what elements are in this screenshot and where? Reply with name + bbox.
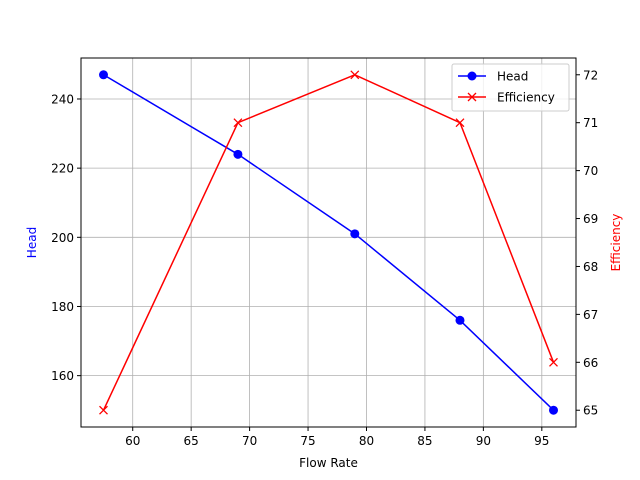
data-point-marker <box>99 70 108 80</box>
y2-tick-label: 65 <box>583 404 598 418</box>
legend-label: Efficiency <box>497 91 555 105</box>
x-tick-label: 75 <box>300 434 315 448</box>
series-head <box>99 70 558 415</box>
x-tick-label: 80 <box>359 434 374 448</box>
legend: Head Efficiency <box>451 63 570 112</box>
y2-tick-label: 70 <box>583 164 598 178</box>
data-point-marker <box>350 229 360 239</box>
data-point-marker <box>99 405 108 415</box>
y-tick-label: 200 <box>51 231 74 245</box>
series-layer <box>99 70 558 415</box>
data-point-marker <box>350 70 360 80</box>
legend-item-head: Head <box>458 70 528 84</box>
y2-axis-ticks: 65 66 67 68 69 70 71 72 <box>576 68 598 418</box>
legend-label: Head <box>497 70 528 84</box>
x-tick-label: 70 <box>242 434 257 448</box>
x-tick-label: 65 <box>184 434 199 448</box>
x-tick-label: 95 <box>534 434 549 448</box>
y-axis-ticks: 160 180 200 220 240 <box>51 92 81 383</box>
data-point-marker <box>233 118 243 128</box>
legend-items: Head Efficiency <box>458 70 555 105</box>
y-tick-label: 220 <box>51 162 74 176</box>
series-efficiency <box>99 70 558 415</box>
legend-marker-x-icon <box>467 92 477 102</box>
data-point-marker <box>455 315 465 325</box>
legend-marker-circle-icon <box>467 71 477 81</box>
y2-tick-label: 72 <box>583 68 598 82</box>
x-axis-title: Flow Rate <box>299 456 358 470</box>
y2-tick-label: 68 <box>583 260 598 274</box>
legend-item-efficiency: Efficiency <box>458 91 555 105</box>
y2-tick-label: 66 <box>583 356 598 370</box>
y-tick-label: 160 <box>51 369 74 383</box>
grid-lines <box>81 58 576 427</box>
y-tick-label: 180 <box>51 300 74 314</box>
data-point-marker <box>549 405 558 415</box>
x-axis-ticks: 60 65 70 75 80 85 90 95 <box>125 427 549 448</box>
data-point-marker <box>455 118 465 128</box>
data-point-marker <box>549 357 558 367</box>
data-point-marker <box>233 149 243 159</box>
y2-tick-label: 67 <box>583 308 598 322</box>
y-axis-title: Head <box>25 227 39 258</box>
y-tick-label: 240 <box>51 92 74 106</box>
y2-tick-label: 69 <box>583 212 598 226</box>
plot-frame <box>80 57 577 428</box>
x-tick-label: 85 <box>417 434 432 448</box>
y2-tick-label: 71 <box>583 116 598 130</box>
x-tick-label: 60 <box>125 434 140 448</box>
y2-axis-title: Efficiency <box>609 214 623 272</box>
x-tick-label: 90 <box>476 434 491 448</box>
